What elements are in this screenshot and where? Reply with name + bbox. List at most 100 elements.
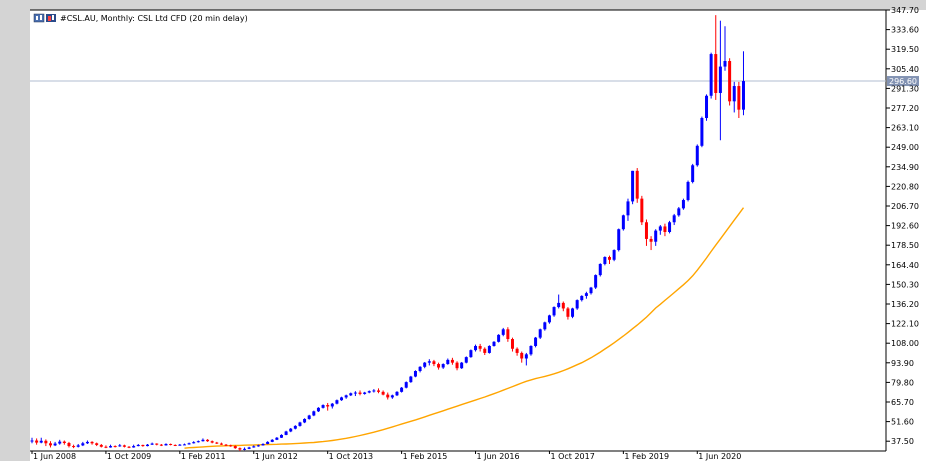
y-tick-label: 206.70 xyxy=(891,202,919,211)
candle-body xyxy=(99,444,103,447)
candle-body xyxy=(353,392,357,394)
y-tick-label: 178.50 xyxy=(891,241,919,250)
candle-body xyxy=(224,444,228,446)
candle-body xyxy=(293,425,297,429)
candle-body xyxy=(635,170,639,199)
candle-body xyxy=(243,448,247,450)
candle-body xyxy=(580,295,584,301)
candle-body xyxy=(464,357,468,363)
candle-body xyxy=(367,391,371,393)
y-tick-label: 79.80 xyxy=(891,378,914,387)
y-tick-label: 108.00 xyxy=(891,339,919,348)
candle-body xyxy=(76,445,80,447)
candle-body xyxy=(266,441,270,444)
y-tick-label: 122.10 xyxy=(891,320,919,329)
candle-body xyxy=(48,443,52,446)
candle-body xyxy=(233,446,237,449)
y-tick-label: 192.60 xyxy=(891,222,919,231)
candle-body xyxy=(53,443,57,446)
candle-body xyxy=(159,444,163,446)
candle-body xyxy=(127,446,131,448)
candle-body xyxy=(132,446,136,448)
plot-area[interactable] xyxy=(30,10,886,451)
candle-body xyxy=(686,181,690,201)
candle-body xyxy=(330,403,334,407)
candle-body xyxy=(390,395,394,398)
candle-body xyxy=(312,411,316,416)
candle-body xyxy=(256,445,260,447)
candle-body xyxy=(321,405,325,408)
candle-body xyxy=(677,208,681,216)
candle-body xyxy=(275,437,279,440)
candle-body xyxy=(566,308,570,317)
candle-body xyxy=(589,287,593,294)
candle-body xyxy=(510,339,514,349)
candle-body xyxy=(598,263,602,276)
y-tick-label: 305.40 xyxy=(891,65,919,74)
y-tick-label: 277.20 xyxy=(891,104,919,113)
candle-body xyxy=(219,443,223,445)
candle-body xyxy=(474,345,478,351)
candle-body xyxy=(520,352,524,359)
candle-body xyxy=(612,250,616,260)
candle-body xyxy=(427,361,431,363)
candle-body xyxy=(700,118,704,146)
candle-body xyxy=(284,431,288,435)
candle-body xyxy=(460,362,464,369)
candle-body xyxy=(340,397,344,401)
candle-body xyxy=(363,392,367,394)
candle-body xyxy=(737,86,741,110)
candle-body xyxy=(691,165,695,182)
candle-body xyxy=(524,354,528,359)
y-tick-label: 93.90 xyxy=(891,359,914,368)
candle-body xyxy=(515,348,519,353)
candle-body xyxy=(640,198,644,223)
candle-body xyxy=(732,86,736,102)
x-tick-label: 1 Feb 2015 xyxy=(403,452,448,461)
candle-body xyxy=(261,443,265,446)
candle-body xyxy=(173,444,177,446)
candle-body xyxy=(552,307,556,316)
candle-body xyxy=(437,364,441,368)
x-tick-label: 1 Feb 2011 xyxy=(181,452,226,461)
candle-body xyxy=(571,308,575,317)
candle-body xyxy=(62,441,66,444)
candle-body xyxy=(538,329,542,338)
candle-body xyxy=(543,322,547,330)
candle-body xyxy=(575,300,579,309)
y-tick-label: 347.70 xyxy=(891,6,919,15)
candle-body xyxy=(492,341,496,346)
candle-body xyxy=(714,54,718,93)
candle-body xyxy=(192,442,196,444)
y-tick-label: 164.40 xyxy=(891,261,919,270)
candle-body xyxy=(72,446,76,448)
candle-body xyxy=(146,444,149,447)
candle-body xyxy=(418,366,422,372)
candle-body xyxy=(210,441,214,443)
candle-body xyxy=(668,222,672,232)
candle-body xyxy=(118,445,122,447)
candle-body xyxy=(654,230,658,242)
current-price-badge xyxy=(887,76,919,87)
candle-body xyxy=(377,390,380,392)
candle-body xyxy=(58,441,62,444)
candle-body xyxy=(506,329,510,340)
candle-body xyxy=(621,215,625,230)
candle-body xyxy=(270,439,274,442)
candle-body xyxy=(104,446,108,448)
candle-body xyxy=(497,334,501,342)
candle-body xyxy=(289,428,293,432)
candle-body xyxy=(446,359,450,365)
x-tick-label: 1 Oct 2009 xyxy=(107,452,151,461)
candle-body xyxy=(122,445,126,447)
x-tick-label: 1 Feb 2019 xyxy=(624,452,669,461)
candle-body xyxy=(164,443,168,446)
candle-body xyxy=(649,238,653,242)
candle-body xyxy=(303,418,307,423)
candle-body xyxy=(423,362,427,367)
x-tick-label: 1 Jun 2020 xyxy=(698,452,741,461)
moving-average-line xyxy=(184,207,745,449)
y-tick-label: 51.60 xyxy=(891,418,914,427)
